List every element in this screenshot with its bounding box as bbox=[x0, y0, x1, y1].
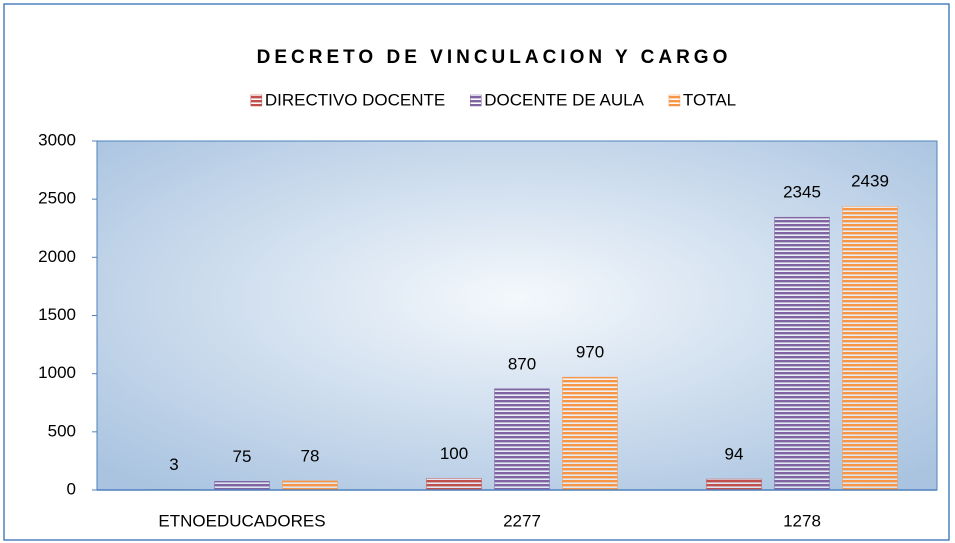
data-label: 2345 bbox=[783, 183, 821, 202]
bar bbox=[282, 480, 338, 491]
legend-label: DOCENTE DE AULA bbox=[484, 90, 644, 109]
bar bbox=[774, 216, 830, 491]
x-tick-label: 1278 bbox=[783, 511, 821, 530]
y-tick-label: 500 bbox=[48, 421, 76, 440]
y-tick-label: 3000 bbox=[38, 130, 76, 149]
data-label: 870 bbox=[508, 354, 536, 373]
legend-swatch bbox=[470, 94, 482, 107]
bar bbox=[426, 478, 482, 491]
bar bbox=[214, 481, 270, 491]
legend-swatch bbox=[250, 94, 263, 107]
legend-label: TOTAL bbox=[683, 90, 736, 109]
data-label: 970 bbox=[576, 343, 604, 362]
x-tick-label: ETNOEDUCADORES bbox=[158, 511, 325, 530]
legend-label: DIRECTIVO DOCENTE bbox=[265, 90, 445, 109]
data-label: 2439 bbox=[851, 172, 889, 191]
data-label: 94 bbox=[725, 445, 744, 464]
x-tick-label: 2277 bbox=[503, 511, 541, 530]
bar bbox=[494, 388, 550, 491]
y-tick-label: 2000 bbox=[38, 247, 76, 266]
bar bbox=[562, 376, 618, 491]
bar bbox=[842, 206, 898, 491]
y-tick-label: 1000 bbox=[38, 363, 76, 382]
data-label: 3 bbox=[169, 455, 178, 474]
data-label: 100 bbox=[440, 444, 468, 463]
data-label: 78 bbox=[301, 446, 320, 465]
legend-swatch bbox=[668, 94, 681, 107]
bar bbox=[706, 478, 762, 491]
chart-title: DECRETO DE VINCULACION Y CARGO bbox=[257, 47, 732, 68]
legend: DIRECTIVO DOCENTE DOCENTE DE AULA TOTAL bbox=[250, 90, 736, 109]
y-tick-label: 2500 bbox=[38, 189, 76, 208]
y-tick-label: 1500 bbox=[38, 305, 76, 324]
data-label: 75 bbox=[233, 447, 252, 466]
y-tick-label: 0 bbox=[67, 479, 76, 498]
